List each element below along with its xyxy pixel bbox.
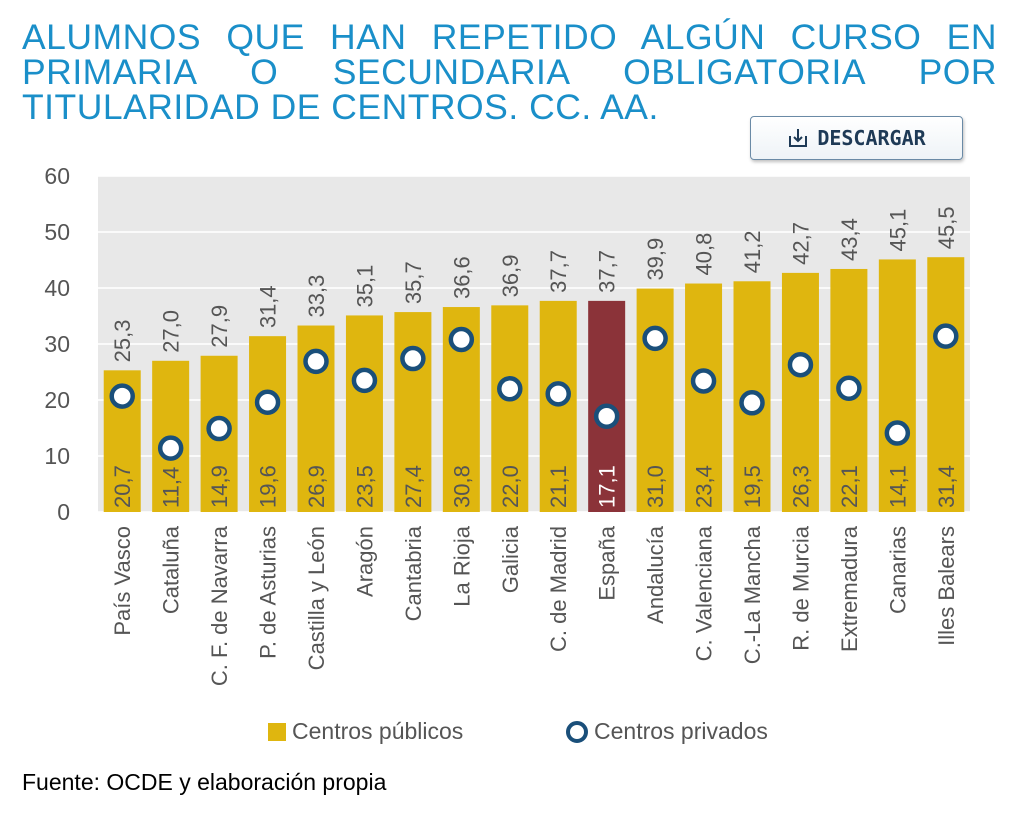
marker-value-label: 30,8 [449, 465, 474, 508]
bar [878, 259, 916, 512]
x-category-label: C. Valenciana [692, 525, 717, 661]
marker-value-label: 31,4 [934, 465, 959, 508]
x-category-label: Canarias [885, 526, 910, 614]
bar-chart: 0 10 20 30 40 50 60 25,3 20,7 País Vasco 27,0 11,4 C… [44, 163, 970, 686]
marker-value-label: 17,1 [595, 465, 620, 508]
marker-value-label: 27,4 [401, 465, 426, 508]
bar [491, 305, 529, 512]
x-category-label: C. de Madrid [546, 526, 571, 652]
bar-value-label: 39,9 [643, 238, 668, 281]
x-category-label: Andalucía [643, 525, 668, 624]
private-marker [933, 323, 959, 349]
y-tick-label: 0 [57, 499, 70, 525]
x-category-label: Aragón [352, 526, 377, 597]
legend-label-private: Centros privados [594, 718, 768, 744]
download-label: DESCARGAR [817, 126, 926, 150]
x-category-label: Cataluña [159, 525, 184, 614]
private-marker [400, 345, 426, 372]
marker-value-label: 26,9 [304, 465, 329, 508]
x-category-label: Galicia [498, 525, 523, 593]
x-category-label: Castilla y León [304, 526, 329, 670]
bar [394, 312, 432, 512]
chart-title: ALUMNOS QUE HAN REPETIDO ALGÚN CURSO EN … [22, 17, 997, 127]
x-category-label: P. de Asturias [256, 526, 281, 659]
private-marker [642, 325, 668, 352]
bar [927, 257, 965, 512]
marker-value-label: 21,1 [546, 465, 571, 508]
bar-value-label: 41,2 [740, 230, 765, 273]
x-category-label: Cantabria [401, 525, 426, 621]
bar-value-label: 42,7 [788, 222, 813, 265]
marker-value-label: 14,9 [207, 465, 232, 508]
x-category-label: Extremadura [837, 525, 862, 652]
y-tick-label: 10 [44, 443, 70, 469]
private-marker [254, 389, 281, 415]
private-marker [787, 351, 814, 378]
bar-value-label: 40,8 [692, 233, 717, 276]
private-marker [497, 376, 523, 402]
legend-marker-private [566, 720, 588, 743]
bar-value-label: 43,4 [837, 218, 862, 261]
marker-value-label: 22,1 [837, 465, 862, 508]
private-marker [109, 383, 135, 409]
bar-value-label: 25,3 [110, 319, 135, 362]
bar-value-label: 27,9 [207, 305, 232, 348]
legend-label-public: Centros públicos [292, 718, 464, 744]
x-category-label: La Rioja [449, 525, 474, 606]
bar-value-label: 45,1 [885, 209, 910, 252]
legend-item-public: Centros públicos [268, 718, 463, 745]
bar-value-label: 35,7 [401, 261, 426, 304]
x-category-label: R. de Murcia [788, 525, 813, 650]
legend-item-private: Centros privados [566, 718, 768, 745]
marker-value-label: 22,0 [498, 465, 523, 508]
y-tick-label: 30 [44, 331, 70, 357]
x-category-label: C.-La Mancha [740, 525, 765, 664]
private-marker [739, 390, 765, 416]
marker-value-label: 23,4 [692, 465, 717, 508]
bar-value-label: 31,4 [256, 285, 281, 328]
y-tick-label: 20 [44, 387, 70, 413]
y-tick-label: 60 [44, 163, 70, 189]
marker-value-label: 20,7 [110, 465, 135, 508]
marker-value-label: 31,0 [643, 465, 668, 508]
private-marker [884, 420, 911, 446]
bar [781, 272, 819, 512]
bar [249, 336, 287, 512]
private-marker [157, 435, 184, 461]
marker-value-label: 19,6 [256, 465, 281, 508]
private-marker [545, 381, 571, 407]
bar-value-label: 37,7 [595, 250, 620, 293]
y-tick-label: 40 [44, 275, 70, 301]
bar-value-label: 27,0 [159, 310, 184, 353]
x-category-label: España [595, 525, 620, 600]
bar-value-label: 36,9 [498, 255, 523, 298]
bar-value-label: 36,6 [449, 256, 474, 299]
marker-value-label: 11,4 [159, 467, 184, 508]
private-marker [206, 415, 232, 442]
x-category-label: C. F. de Navarra [207, 525, 232, 686]
marker-value-label: 26,3 [788, 465, 813, 508]
x-category-label: País Vasco [110, 526, 135, 636]
private-marker [303, 348, 329, 375]
marker-value-label: 19,5 [740, 465, 765, 508]
bar [685, 283, 723, 512]
legend-swatch-public [268, 722, 286, 741]
source-note: Fuente: OCDE y elaboración propia [22, 769, 387, 795]
download-icon [789, 129, 808, 147]
bar-value-label: 35,1 [352, 265, 377, 308]
bar-value-label: 37,7 [546, 250, 571, 293]
bar-value-label: 45,5 [934, 206, 959, 249]
bar-value-label: 33,3 [304, 275, 329, 318]
bar [345, 315, 383, 512]
private-marker [690, 368, 717, 394]
private-marker [836, 375, 862, 401]
download-button[interactable]: DESCARGAR [750, 116, 963, 160]
private-marker [593, 403, 620, 429]
private-marker [448, 326, 475, 353]
y-tick-label: 50 [44, 219, 70, 245]
x-category-label: Illes Balears [934, 526, 959, 646]
private-marker [351, 367, 378, 394]
marker-value-label: 14,1 [885, 465, 910, 508]
marker-value-label: 23,5 [352, 465, 377, 508]
